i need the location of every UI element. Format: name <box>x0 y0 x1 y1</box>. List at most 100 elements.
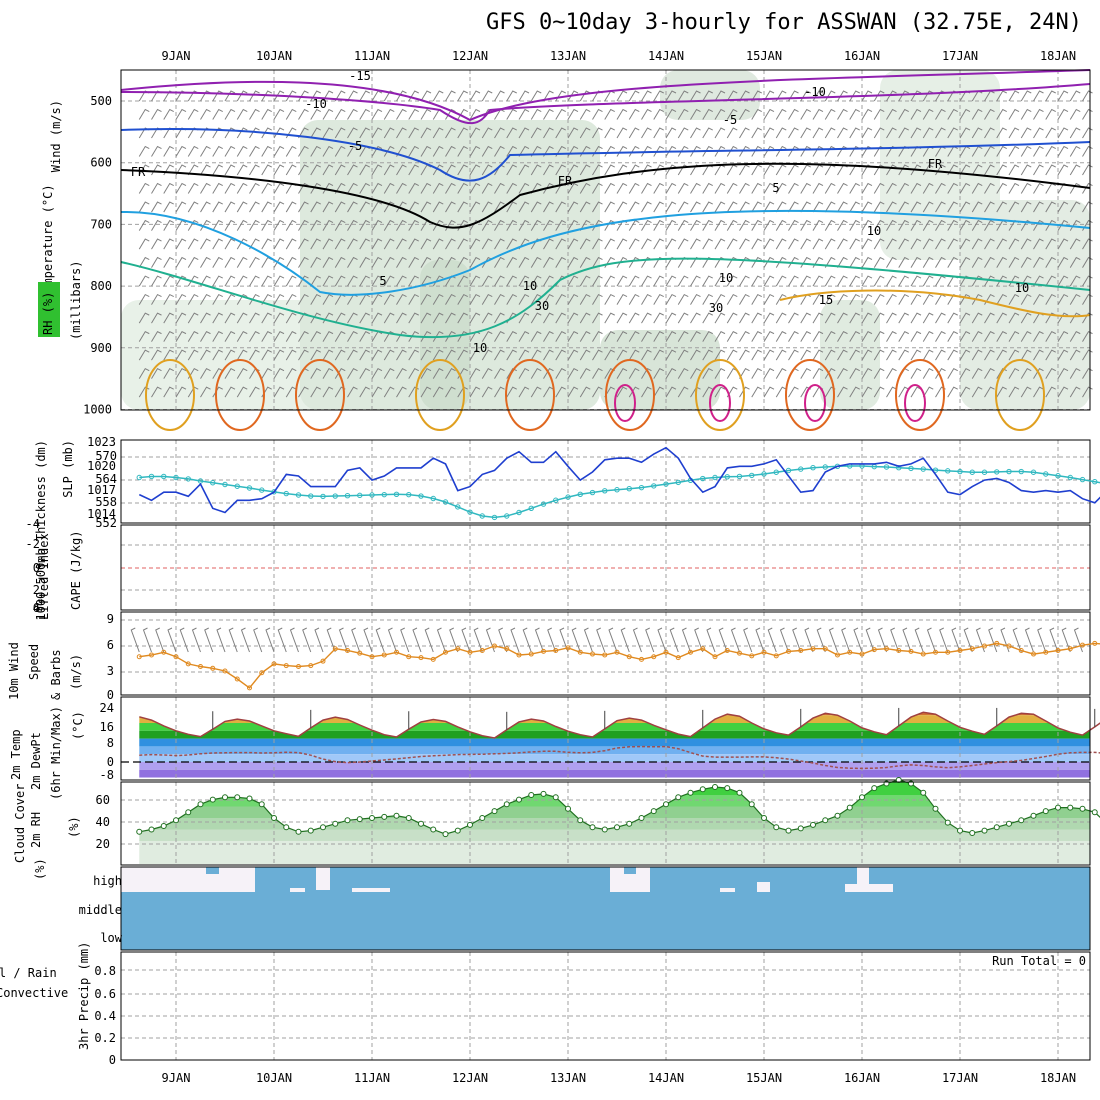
wind-barb <box>334 108 346 120</box>
wind-barb <box>187 349 199 361</box>
wind-barb <box>224 219 236 231</box>
wind10-point <box>602 652 608 658</box>
wind-barb <box>947 201 958 213</box>
pressure-tick-label: 1000 <box>83 403 112 417</box>
wind-barb <box>837 256 848 268</box>
wind-barb <box>396 145 407 157</box>
wind-barb <box>567 293 579 305</box>
wind-barb <box>494 127 505 139</box>
wind-barb <box>494 201 505 213</box>
wind-barb <box>212 293 223 305</box>
wind-barb <box>298 330 309 342</box>
day-label-bottom: 16JAN <box>844 1071 880 1085</box>
wind-barb <box>383 275 395 287</box>
wind-barb <box>1082 293 1093 305</box>
pressure-tick-label: 800 <box>90 279 112 293</box>
contour-freezing <box>120 162 1091 229</box>
wind10-barb <box>951 627 961 653</box>
wind10-barb <box>191 627 201 653</box>
wind10-barb <box>1024 627 1034 653</box>
ylabel-barbs: & Barbs <box>49 649 63 700</box>
wind-barb <box>469 182 481 194</box>
wind10-barb <box>939 627 949 653</box>
wind-barb <box>261 145 272 157</box>
wind-barb <box>641 330 652 342</box>
rh-shading <box>820 300 880 410</box>
wind10-point <box>467 649 473 655</box>
wind-barb <box>249 312 260 324</box>
wind-barb <box>935 182 946 194</box>
wind-barb <box>690 293 701 305</box>
rh-point <box>307 827 314 834</box>
rh-point <box>614 824 620 831</box>
wind-barb <box>445 330 456 342</box>
wind-barb <box>739 164 750 176</box>
contour-plus5 <box>120 209 1091 296</box>
wind-barb <box>555 330 566 342</box>
wind-barb <box>665 238 677 250</box>
wind-barb <box>873 127 885 139</box>
wind-barb <box>812 256 824 268</box>
wind-barb <box>739 275 750 287</box>
thickness-tick: 564 <box>95 472 117 486</box>
wind-barb <box>543 127 554 139</box>
wind-barb <box>224 256 236 268</box>
wind10-barb <box>559 627 569 653</box>
wind-barb <box>1057 145 1069 157</box>
wind-barb <box>347 367 358 379</box>
wind10-point <box>957 648 963 653</box>
wind-barb <box>800 256 811 268</box>
wind-barb <box>812 127 824 139</box>
wind-barb <box>579 312 591 324</box>
wind-barb <box>506 386 517 398</box>
wind-barb <box>1057 127 1069 139</box>
wind-barb <box>359 349 370 361</box>
wind-barb <box>518 182 530 194</box>
wind10-barb <box>681 627 691 653</box>
wind-barb <box>812 182 824 194</box>
wind-barb <box>530 164 542 176</box>
wind10-point <box>798 648 804 653</box>
wind-barb <box>886 108 897 120</box>
wind-barb <box>163 164 174 176</box>
wind-barb <box>763 201 775 213</box>
wind-barb <box>543 275 554 287</box>
wind-barb <box>1020 293 1032 305</box>
wind-barb <box>579 90 591 102</box>
wind-barb <box>1008 201 1020 213</box>
wind-barb <box>1045 108 1056 120</box>
wind-barb <box>739 108 750 120</box>
wind-barb <box>1008 367 1020 379</box>
wind-barb <box>457 238 468 250</box>
wind-barb <box>138 330 150 342</box>
wind-barb <box>616 127 628 139</box>
wind-barb <box>371 108 383 120</box>
wind10-barb <box>865 627 875 653</box>
rh-point <box>957 827 963 834</box>
rh-point <box>1030 812 1037 819</box>
wind-barb <box>739 312 750 324</box>
wind-barb <box>984 238 995 250</box>
rh-point <box>442 831 449 838</box>
wind-barb <box>1057 293 1069 305</box>
wind-barb <box>886 256 897 268</box>
wind-barb <box>445 127 456 139</box>
wind10-barb <box>155 627 165 653</box>
wind10-barb <box>902 627 912 653</box>
cloud-frame <box>120 866 1091 951</box>
wind-barb <box>873 238 885 250</box>
thickness-point <box>442 499 449 505</box>
thickness-point <box>234 483 240 489</box>
wind-barb <box>347 108 358 120</box>
wind-barb <box>408 108 419 120</box>
wind-barb <box>469 349 481 361</box>
wind-barb <box>285 219 297 231</box>
wind10-point <box>896 648 902 653</box>
wind-barb <box>555 256 566 268</box>
wind-barb <box>163 145 174 157</box>
wind-barb <box>163 367 174 379</box>
wind-barb <box>567 386 579 398</box>
wind-barb <box>616 349 628 361</box>
rh-point <box>356 816 363 823</box>
wind-barb <box>947 238 958 250</box>
